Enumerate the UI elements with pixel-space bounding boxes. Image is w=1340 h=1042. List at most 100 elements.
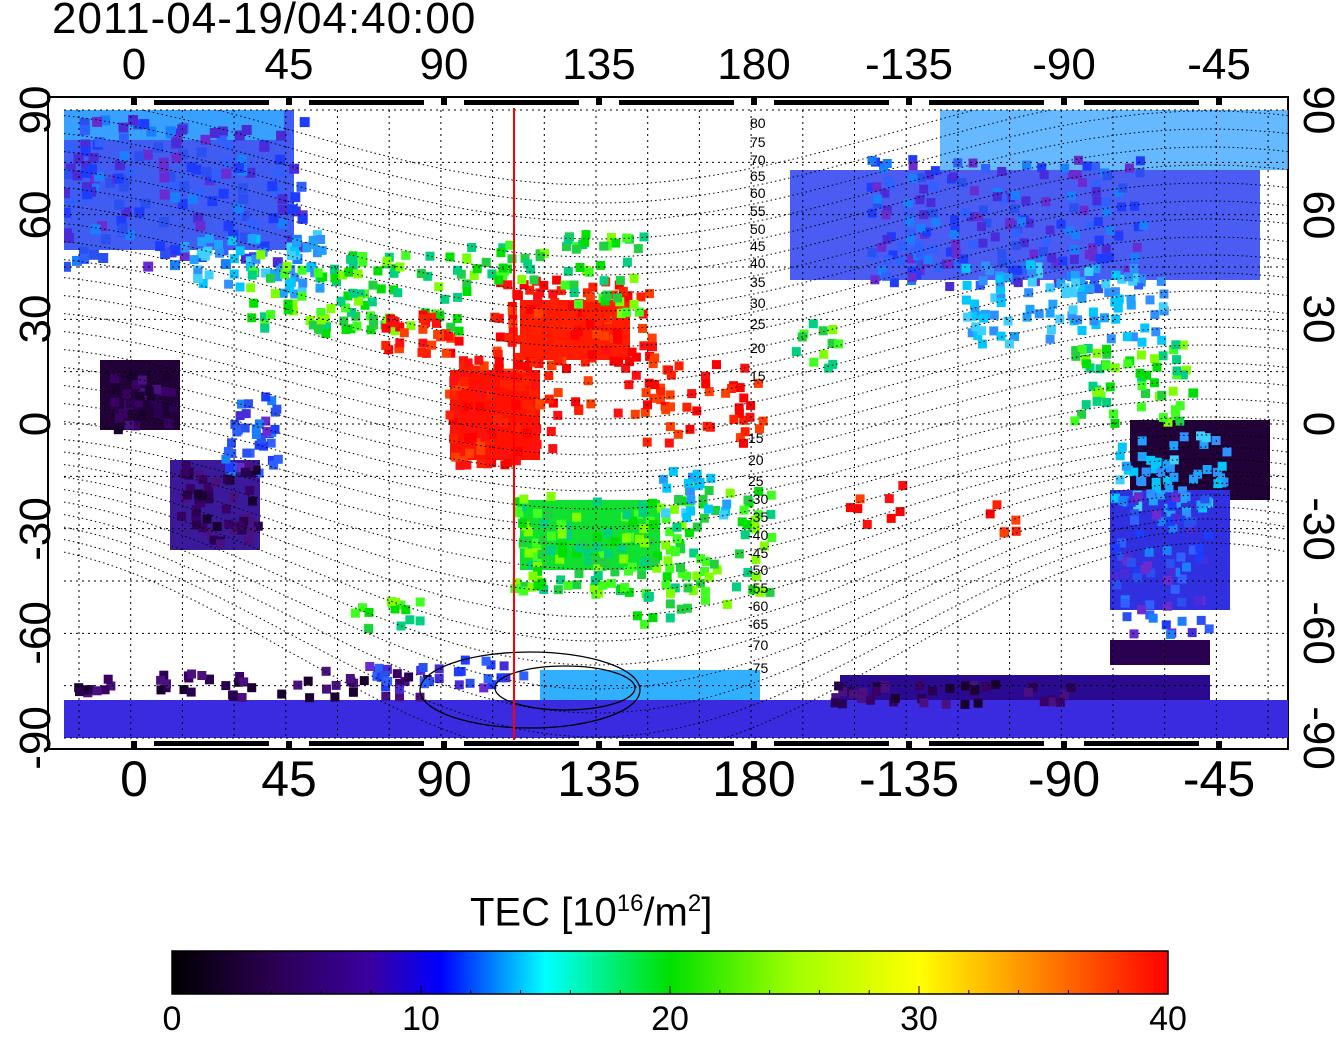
tec-pixel [64,232,74,243]
tec-pixel [1152,510,1162,520]
tec-pixel [390,604,400,614]
tec-pixel [1101,279,1111,289]
tec-pixel [1118,183,1128,193]
frame-tick [596,97,602,105]
tec-pixel [520,253,530,263]
tec-pixel [1217,461,1227,471]
tec-pixel [124,420,134,430]
tec-pixel [974,212,984,221]
tec-pixel [838,687,848,697]
tec-pixel [498,263,508,273]
bottom-lon-label: -90 [1027,751,1101,807]
tec-pixel [451,409,461,419]
tec-pixel [934,262,944,272]
tec-pixel [563,531,572,540]
tec-pixel [1117,538,1126,548]
tec-pixel [230,419,240,429]
tec-pixel [159,161,169,172]
tec-pixel [735,433,745,443]
top-lon-label: 135 [562,40,636,89]
tec-pixel [929,181,939,191]
tec-pixel [522,400,532,410]
tec-pixel [259,241,270,252]
tec-pixel [990,293,1000,303]
tec-pixel [379,671,389,680]
tec-pixel [719,510,728,520]
tec-pixel [692,406,702,416]
tec-pixel [1134,280,1144,290]
tec-pixel [266,310,275,320]
tec-pixel [472,264,482,274]
tec-pixel [665,545,675,555]
tec-pixel [440,294,450,304]
tec-pixel [330,692,340,702]
tec-pixel [237,463,247,472]
tec-pixel [701,371,710,381]
tec-pixel [973,331,983,341]
tec-pixel [531,326,541,336]
tec-pixel [133,398,143,408]
tec-pixel [354,296,364,306]
tec-pixel [496,248,506,258]
tec-pixel [330,264,339,274]
tec-pixel [114,160,125,171]
tec-pixel [1024,288,1034,298]
tec-pixel [260,323,270,333]
tec-pixel [666,402,675,412]
tec-pixel [765,587,775,597]
frame-tick [131,741,137,749]
tec-pixel [464,364,474,374]
tec-pixel [880,683,890,693]
tec-pixel [92,116,103,127]
tec-pixel [529,275,539,285]
tec-pixel [237,693,247,702]
tec-pixel [740,427,750,437]
tec-pixel [572,512,582,522]
tec-pixel [905,229,915,239]
tec-pixel [1095,387,1105,397]
tec-pixel [581,230,591,240]
tec-pixel [251,430,261,439]
tec-pixel [882,205,892,215]
tec-pixel [682,402,692,412]
tec-pixel [701,595,710,605]
bottom-lon-label: -135 [858,751,960,807]
tec-pixel [245,486,255,495]
tec-pixel [406,321,416,331]
tec-pixel [229,493,239,502]
tec-pixel [1132,242,1142,252]
tec-pixel [508,319,518,329]
tec-pixel [907,266,917,276]
tec-pixel [1157,335,1167,345]
tec-pixel [1129,263,1139,273]
tec-pixel [699,513,709,523]
tec-pixel [558,548,568,558]
magnetic-contour [64,530,1288,738]
tec-pixel [121,207,132,218]
tec-pixel [888,250,898,260]
tec-pixel [1122,332,1132,342]
tec-pixel [635,534,644,544]
tec-pixel [915,248,925,258]
tec-pixel [634,307,644,317]
contour-label: -55 [748,580,769,596]
tec-pixel [221,454,231,464]
tec-pixel [118,122,129,133]
tec-pixel [624,380,634,390]
tec-pixel [584,555,594,565]
tec-pixel [267,455,277,465]
tec-pixel [1182,509,1192,519]
tec-pixel [968,311,978,321]
tec-pixel [1045,283,1055,293]
tec-pixel [85,685,95,695]
tec-pixel [997,258,1007,268]
tec-pixel [628,516,638,526]
tec-pixel [552,326,562,336]
tec-pixel [533,566,543,576]
tec-pixel [479,361,489,371]
tec-pixel [556,286,566,296]
tec-pixel [196,147,207,158]
tec-pixel [530,372,540,382]
tec-pixel [314,324,323,334]
tec-pixel [485,435,495,445]
